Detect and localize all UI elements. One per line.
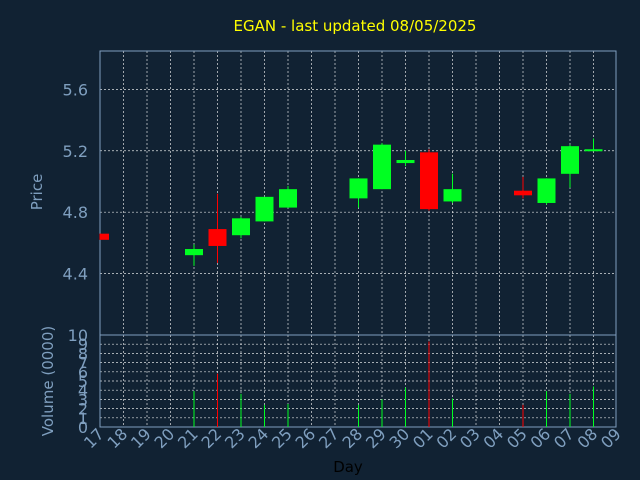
x-axis-label: Day <box>333 458 363 476</box>
price-tick-label: 5.6 <box>63 80 88 99</box>
volume-tick-label: 3 <box>78 390 88 409</box>
volume-tick-label: 7 <box>78 354 88 373</box>
x-tick-labels: 1718192021222324252627282930010203040506… <box>80 424 625 452</box>
price-tick-label: 5.2 <box>63 142 88 161</box>
volume-tick-label: 1 <box>78 409 88 428</box>
candle-body-17 <box>100 233 109 240</box>
price-axis-label: Price <box>28 174 46 211</box>
price-panel: 4.4 4.8 5.2 5.6 <box>63 50 617 336</box>
candle-body-06 <box>537 178 556 203</box>
volume-tick-label: 4 <box>78 381 88 400</box>
volume-tick-label: 9 <box>78 335 88 354</box>
x-tick-label: 09 <box>597 424 625 452</box>
volume-axis-label: Volume (0000) <box>39 326 57 436</box>
candle-body-30 <box>396 159 415 164</box>
candle-body-08 <box>584 149 603 152</box>
candle-body-07 <box>561 146 579 174</box>
volume-tick-label: 10 <box>68 326 88 345</box>
candle-body-05 <box>514 190 532 196</box>
volume-tick-label: 5 <box>78 372 88 391</box>
candle-body-01 <box>420 152 438 210</box>
volume-tick-label: 0 <box>78 418 88 437</box>
price-tick-label: 4.4 <box>63 265 88 284</box>
volume-tick-label: 6 <box>78 363 88 382</box>
candle-body-22 <box>208 229 227 246</box>
candle-body-28 <box>349 178 368 199</box>
candle-body-29 <box>373 144 391 190</box>
candle-body-23 <box>232 218 250 236</box>
price-tick-label: 4.8 <box>63 203 88 222</box>
candle-body-25 <box>279 189 297 208</box>
candle-body-02 <box>443 189 462 202</box>
candle-body-24 <box>255 196 274 222</box>
chart-title: EGAN - last updated 08/05/2025 <box>234 17 477 35</box>
volume-tick-label: 8 <box>78 344 88 363</box>
candle-body-21 <box>185 249 203 256</box>
volume-tick-label: 2 <box>78 400 88 419</box>
